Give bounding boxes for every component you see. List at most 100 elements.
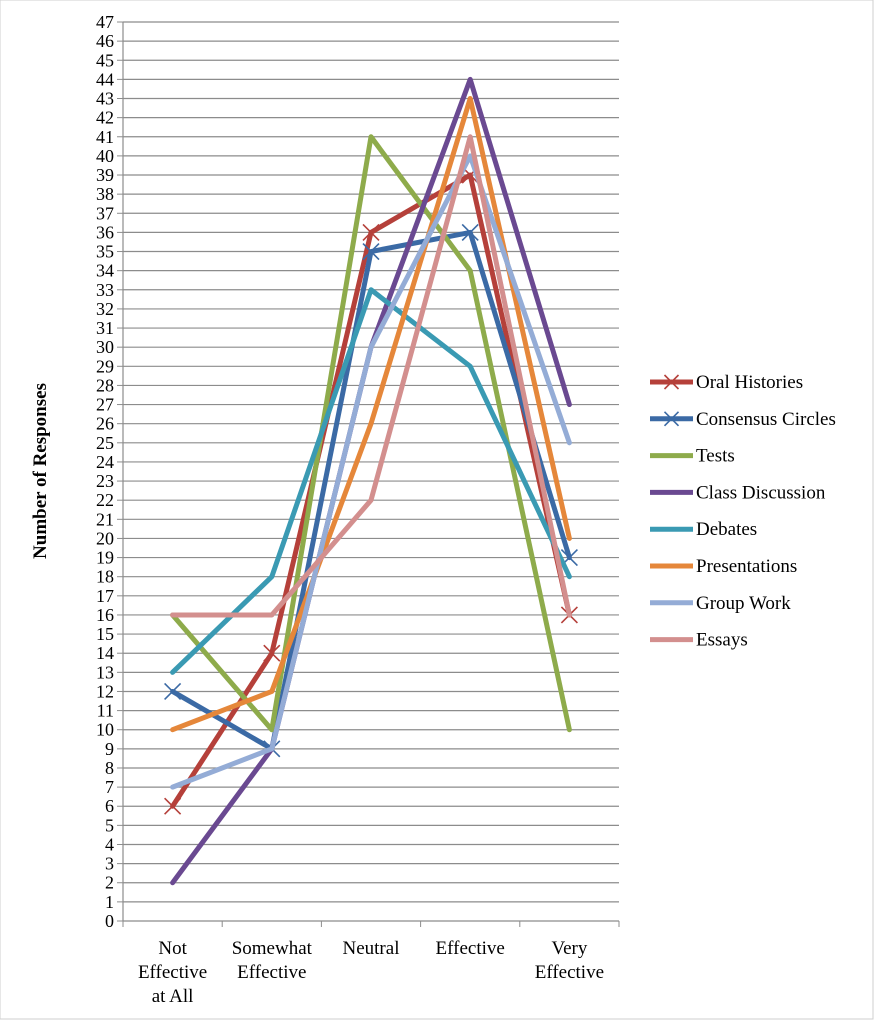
- legend-label: Class Discussion: [696, 482, 826, 503]
- y-tick-label: 3: [105, 854, 114, 874]
- y-tick-label: 29: [96, 356, 114, 376]
- y-tick-label: 42: [96, 108, 114, 128]
- y-tick-label: 47: [96, 12, 114, 32]
- y-tick-label: 33: [96, 280, 114, 300]
- data-point-marker: [164, 797, 182, 815]
- y-tick-label: 34: [96, 261, 114, 281]
- y-tick-label: 38: [96, 184, 114, 204]
- y-tick-label: 18: [96, 567, 114, 587]
- y-tick-label: 7: [105, 777, 114, 797]
- axes: 0123456789101112131415161718192021222324…: [96, 12, 620, 1007]
- legend-item: Consensus Circles: [650, 409, 836, 430]
- series-line-7: [170, 153, 572, 790]
- x-tick-label-line: Effective: [535, 962, 604, 983]
- y-tick-label: 20: [96, 528, 114, 548]
- y-tick-label: 17: [96, 586, 114, 606]
- x-tick-label-line: Not: [158, 938, 187, 959]
- y-axis-label: Number of Responses: [30, 383, 51, 559]
- legend-item: Tests: [650, 446, 735, 467]
- y-tick-label: 37: [96, 203, 114, 223]
- y-tick-label: 6: [105, 796, 114, 816]
- legend-item: Essays: [650, 630, 748, 651]
- gridlines: [123, 21, 619, 903]
- x-tick-label-line: Effective: [138, 962, 207, 983]
- marker-stroke: [362, 242, 380, 261]
- legend-item: Debates: [650, 519, 757, 540]
- data-point-marker: [164, 682, 182, 701]
- y-tick-label: 40: [96, 146, 114, 166]
- y-tick-label: 41: [96, 127, 114, 147]
- x-tick-label-line: at All: [152, 986, 194, 1007]
- legend-label: Tests: [696, 446, 735, 467]
- y-tick-label: 27: [96, 395, 114, 415]
- x-tick-label-line: Effective: [237, 962, 306, 983]
- legend-marker: [663, 411, 680, 427]
- y-tick-label: 35: [96, 242, 114, 262]
- y-tick-label: 22: [96, 490, 114, 510]
- x-tick-label-line: Very: [551, 938, 587, 959]
- legend-item: Group Work: [650, 593, 791, 614]
- marker-stroke: [362, 223, 380, 241]
- y-tick-label: 43: [96, 89, 114, 109]
- y-tick-label: 16: [96, 605, 114, 625]
- x-tick-label: Very Effective: [535, 938, 604, 983]
- y-tick-label: 36: [96, 222, 114, 242]
- legend-label: Debates: [696, 519, 757, 540]
- series-lines: [164, 76, 578, 886]
- y-tick-label: 28: [96, 375, 114, 395]
- y-tick-label: 4: [105, 834, 114, 854]
- data-point-marker: [461, 223, 479, 241]
- y-tick-label: 24: [96, 452, 114, 472]
- series-line-8: [170, 134, 572, 618]
- y-tick-label: 19: [96, 548, 114, 568]
- legend-label: Presentations: [696, 556, 797, 577]
- y-tick-label: 0: [105, 911, 114, 931]
- series-line-3: [170, 134, 572, 733]
- legend-item: Presentations: [650, 556, 797, 577]
- data-point-marker: [362, 223, 380, 241]
- y-tick-label: 46: [96, 31, 114, 51]
- legend-label: Consensus Circles: [696, 409, 836, 430]
- y-tick-label: 31: [96, 318, 114, 338]
- data-point-marker: [362, 242, 380, 261]
- y-tick-label: 21: [96, 509, 114, 529]
- x-tick-label: Effective: [436, 938, 505, 959]
- y-tick-label: 15: [96, 624, 114, 644]
- x-tick-label: Somewhat Effective: [232, 938, 313, 983]
- series-line-5: [170, 287, 572, 675]
- y-tick-label: 9: [105, 739, 114, 759]
- legend-label: Oral Histories: [696, 372, 803, 393]
- marker-stroke: [263, 644, 281, 662]
- y-tick-label: 30: [96, 337, 114, 357]
- y-tick-label: 25: [96, 433, 114, 453]
- y-tick-label: 11: [97, 701, 114, 721]
- x-tick-label: Not Effective at All: [138, 938, 207, 1007]
- y-tick-label: 14: [96, 643, 114, 663]
- y-tick-label: 8: [105, 758, 114, 778]
- y-tick-label: 12: [96, 681, 114, 701]
- x-tick-label: Neutral: [343, 938, 400, 959]
- legend: Oral Histories Consensus Circles Tests Clas…: [650, 372, 836, 651]
- y-tick-label: 5: [105, 815, 114, 835]
- y-tick-label: 44: [96, 69, 114, 89]
- y-tick-label: 32: [96, 299, 114, 319]
- legend-label: Essays: [696, 630, 748, 651]
- legend-item: Class Discussion: [650, 482, 826, 503]
- y-tick-label: 13: [96, 662, 114, 682]
- legend-item: Oral Histories: [650, 372, 803, 393]
- marker-stroke: [461, 223, 479, 241]
- y-tick-label: 45: [96, 50, 114, 70]
- y-tick-label: 10: [96, 720, 114, 740]
- y-tick-label: 1: [105, 892, 114, 912]
- y-tick-label: 26: [96, 414, 114, 434]
- x-tick-label-line: Effective: [436, 938, 505, 959]
- marker-stroke: [164, 797, 182, 815]
- y-tick-label: 2: [105, 873, 114, 893]
- y-tick-label: 23: [96, 471, 114, 491]
- y-tick-label: 39: [96, 165, 114, 185]
- x-tick-label-line: Neutral: [343, 938, 400, 959]
- marker-stroke: [164, 682, 182, 701]
